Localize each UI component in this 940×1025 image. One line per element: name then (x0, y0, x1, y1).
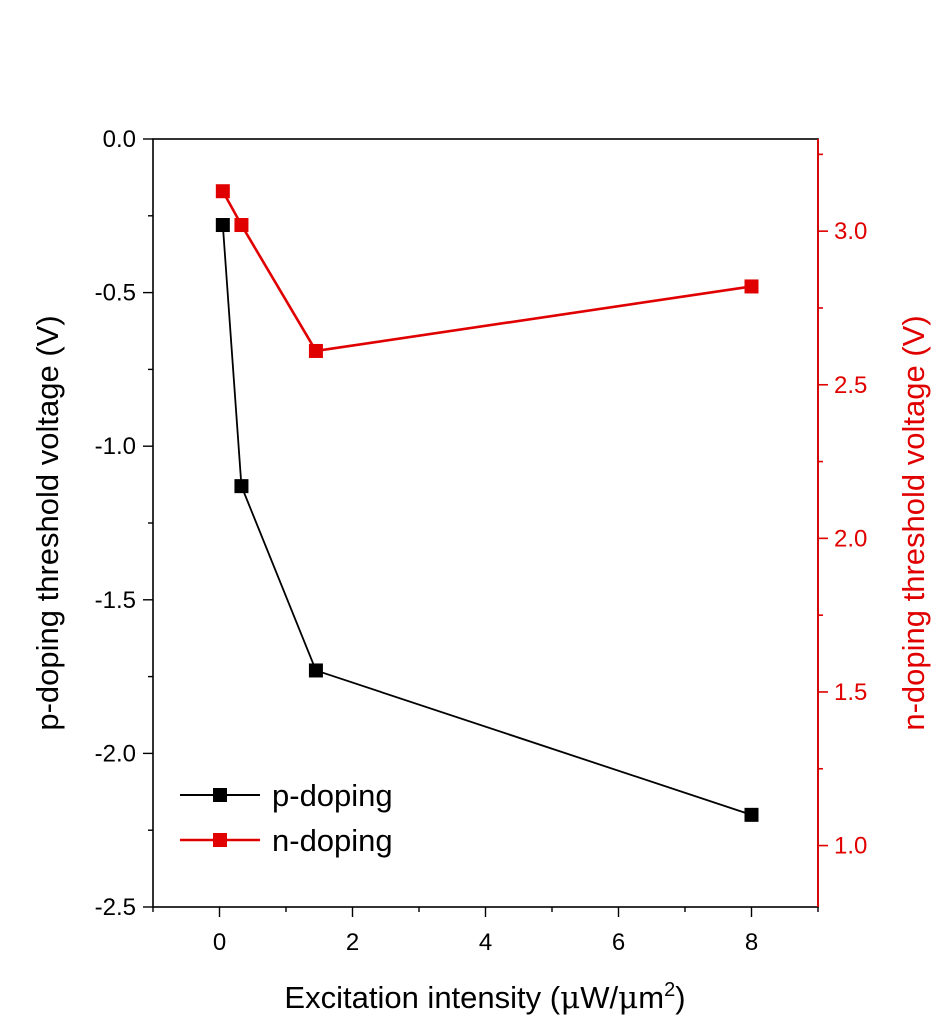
y-left-tick-label: -2.0 (95, 740, 136, 767)
legend: p-doping n-doping (180, 778, 393, 858)
x-tick-label: 2 (346, 929, 359, 956)
y-axis-left-title: p-doping threshold voltage (V) (30, 315, 65, 730)
n-doping-line (221, 190, 752, 353)
legend-p-label: p-doping (272, 778, 393, 813)
y-left-tick-label: -0.5 (95, 280, 136, 307)
n-doping-point (308, 343, 323, 358)
y-axis-right-title: n-doping threshold voltage (V) (896, 315, 931, 730)
x-tick-label: 4 (479, 929, 492, 956)
n-doping-point (234, 218, 249, 233)
y-right-tick-label: 2.0 (834, 525, 867, 552)
y-right-tick-label: 1.0 (834, 833, 867, 860)
legend-p-marker (213, 788, 227, 802)
p-doping-line (221, 224, 752, 816)
series-layer (215, 184, 759, 822)
tick-labels: 0 2 4 6 8 0.0 -0.5 -1.0 -1.5 -2.0 -2.5 1.0 1.5 2.0 2.5… (95, 126, 868, 956)
x-tick-label: 8 (745, 929, 758, 956)
x-tick-label: 6 (612, 929, 625, 956)
legend-n-marker (213, 833, 227, 847)
p-doping-point (308, 663, 323, 678)
y-right-tick-label: 3.0 (834, 218, 867, 245)
p-doping-point (744, 807, 759, 822)
y-left-tick-label: 0.0 (103, 126, 136, 153)
x-tick-label: 0 (213, 929, 226, 956)
y-right-tick-label: 2.5 (834, 372, 867, 399)
p-doping-point (215, 218, 230, 233)
plot-frame (152, 138, 819, 908)
x-axis-title: Excitation intensity (μW/μm2) (284, 979, 685, 1016)
n-doping-point (215, 184, 230, 199)
y-left-tick-label: -1.0 (95, 433, 136, 460)
p-doping-point (234, 479, 249, 494)
legend-n-label: n-doping (272, 823, 393, 858)
y-left-tick-label: -2.5 (95, 894, 136, 921)
y-left-tick-label: -1.5 (95, 587, 136, 614)
axis-ticks (143, 138, 828, 917)
y-right-tick-label: 1.5 (834, 679, 867, 706)
n-doping-point (744, 279, 759, 294)
